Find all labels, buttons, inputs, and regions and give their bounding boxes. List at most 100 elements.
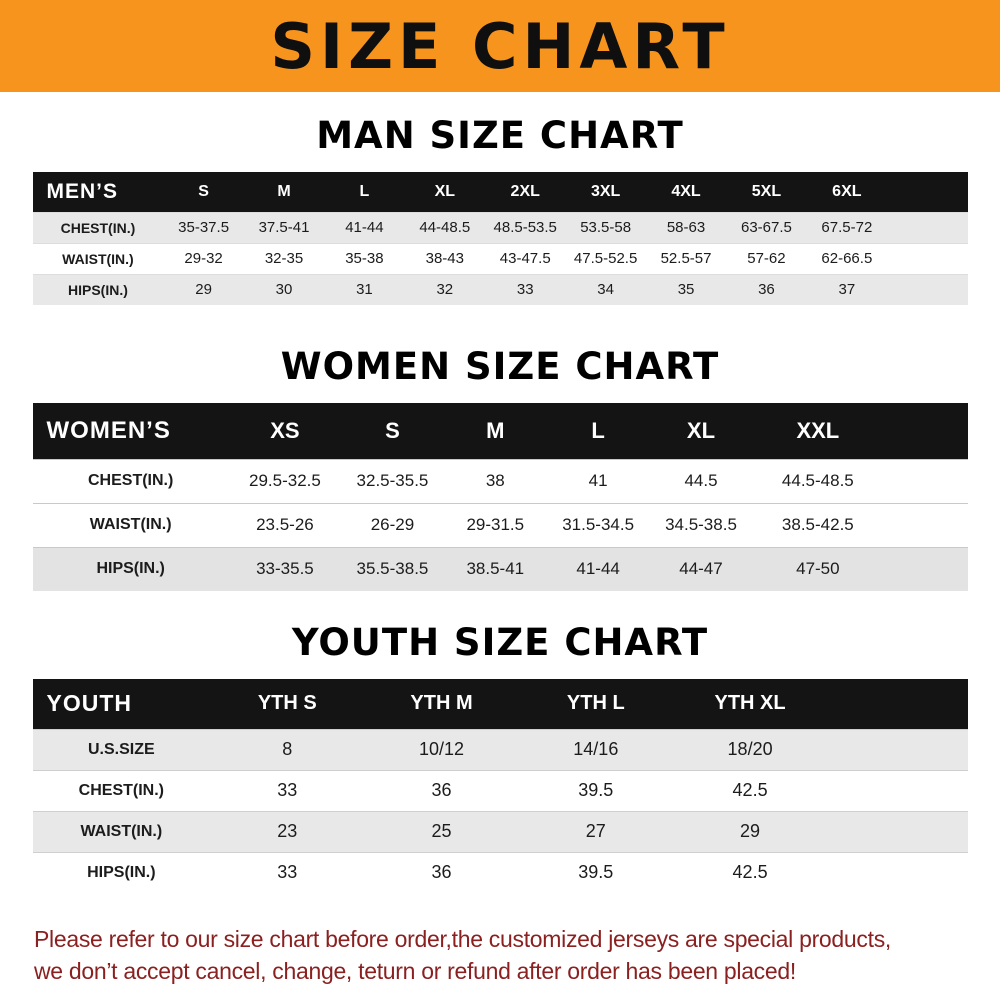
- row-label: WAIST(IN.): [62, 250, 134, 267]
- men-cell-filler: [887, 212, 967, 243]
- youth-cell: 36: [431, 862, 452, 883]
- men-header-cell: 2XL: [510, 182, 540, 200]
- men-size-table: MEN’S S M L XL 2XL 3XL 4XL 5XL 6XL CHEST…: [32, 172, 968, 305]
- men-cell: 47.5-52.5: [573, 250, 638, 267]
- men-header-cell: XL: [434, 182, 456, 200]
- men-cell: 62-66.5: [821, 250, 873, 267]
- women-cell: 26-29: [370, 515, 415, 534]
- banner-title: SIZE CHART: [270, 9, 730, 83]
- men-header-filler: [887, 172, 967, 212]
- women-header-cell: XL: [686, 417, 716, 443]
- women-cell: 34.5-38.5: [665, 515, 737, 534]
- men-cell: 33: [516, 281, 534, 299]
- men-cell: 31: [356, 281, 373, 299]
- women-cell: 47-50: [796, 559, 840, 579]
- men-cell: 30: [275, 281, 293, 299]
- men-cell: 37.5-41: [258, 219, 310, 236]
- youth-cell-filler: [827, 811, 967, 852]
- men-cell: 29: [195, 281, 212, 299]
- women-cell: 35.5-38.5: [356, 559, 429, 579]
- men-row-hips: HIPS(IN.) 29 30 31 32 33 34 35 36 37: [32, 274, 968, 305]
- men-cell: 44-48.5: [419, 219, 471, 236]
- women-cell: 38.5-42.5: [781, 515, 854, 534]
- men-header-cell: 5XL: [751, 182, 782, 200]
- youth-cell: 42.5: [732, 862, 768, 883]
- women-header-cell: L: [591, 417, 605, 443]
- women-cell: 29-31.5: [466, 515, 525, 534]
- youth-cell-filler: [827, 770, 967, 811]
- footer-note-line1: Please refer to our size chart before or…: [34, 926, 891, 952]
- women-cell-filler: [883, 459, 967, 503]
- women-cell: 44.5: [684, 471, 718, 490]
- women-cell: 32.5-35.5: [356, 471, 429, 490]
- men-header-cell: M: [277, 182, 291, 200]
- footer-note: Please refer to our size chart before or…: [34, 923, 1000, 987]
- youth-cell: 25: [431, 821, 452, 841]
- youth-cell: 42.5: [732, 780, 768, 800]
- women-header-cell: XS: [270, 417, 300, 443]
- youth-header-cell: YTH L: [566, 692, 625, 715]
- women-cell: 44.5-48.5: [781, 471, 854, 490]
- row-label: HIPS(IN.): [87, 863, 156, 881]
- men-cell: 36: [758, 281, 775, 299]
- youth-row-ussize: U.S.SIZE 8 10/12 14/16 18/20: [32, 729, 968, 770]
- women-section-title: WOMEN SIZE CHART: [280, 345, 720, 388]
- men-cell: 35-37.5: [178, 219, 230, 236]
- banner: SIZE CHART: [0, 0, 1000, 92]
- youth-header-cell: YTH M: [410, 692, 473, 715]
- men-cell: 53.5-58: [580, 219, 632, 236]
- men-cell: 52.5-57: [660, 250, 712, 267]
- youth-cell: 10/12: [419, 739, 465, 759]
- youth-row-hips: HIPS(IN.) 33 36 39.5 42.5: [32, 852, 968, 893]
- youth-cell-filler: [827, 729, 967, 770]
- youth-header-filler: [827, 679, 967, 729]
- men-cell: 57-62: [747, 250, 786, 267]
- women-table-corner-label: WOMEN’S: [46, 416, 171, 444]
- women-cell: 38: [485, 471, 505, 490]
- youth-cell: 14/16: [573, 739, 619, 759]
- men-cell: 43-47.5: [499, 250, 551, 267]
- youth-cell-filler: [827, 852, 967, 893]
- row-label: HIPS(IN.): [96, 560, 165, 578]
- men-cell: 35-38: [345, 250, 384, 267]
- youth-cell: 29: [740, 821, 761, 841]
- women-cell: 38.5-41: [466, 559, 525, 579]
- youth-cell: 18/20: [727, 739, 773, 759]
- youth-cell: 8: [282, 739, 293, 759]
- women-header-filler: [883, 403, 967, 459]
- row-label: WAIST(IN.): [80, 822, 163, 840]
- row-label: HIPS(IN.): [68, 281, 128, 298]
- youth-cell: 33: [277, 780, 298, 800]
- men-cell: 48.5-53.5: [493, 219, 557, 236]
- men-cell: 67.5-72: [821, 219, 873, 236]
- women-cell: 41-44: [576, 559, 620, 579]
- women-cell: 31.5-34.5: [562, 515, 635, 534]
- women-header-cell: M: [486, 417, 505, 443]
- youth-header-row: YOUTH YTH S YTH M YTH L YTH XL: [32, 679, 968, 729]
- youth-cell: 39.5: [578, 780, 614, 800]
- youth-cell: 23: [277, 821, 298, 841]
- youth-cell: 39.5: [578, 862, 614, 883]
- men-header-cell: 3XL: [590, 182, 621, 200]
- men-header-cell: 4XL: [671, 182, 701, 200]
- women-row-hips: HIPS(IN.) 33-35.5 35.5-38.5 38.5-41 41-4…: [32, 547, 968, 591]
- men-table-corner-label: MEN’S: [46, 179, 119, 203]
- women-cell: 41: [588, 471, 608, 490]
- men-cell: 32: [436, 281, 454, 299]
- women-row-waist: WAIST(IN.) 23.5-26 26-29 29-31.5 31.5-34…: [32, 503, 968, 547]
- men-cell: 41-44: [345, 219, 384, 236]
- women-size-table: WOMEN’S XS S M L XL XXL CHEST(IN.) 29.5-…: [32, 403, 968, 591]
- women-cell: 33-35.5: [256, 559, 314, 579]
- women-cell: 29.5-32.5: [249, 471, 321, 490]
- men-row-waist: WAIST(IN.) 29-32 32-35 35-38 38-43 43-47…: [32, 243, 968, 274]
- youth-table-corner-label: YOUTH: [46, 690, 132, 717]
- men-cell: 35: [677, 281, 695, 299]
- men-header-cell: L: [359, 182, 370, 200]
- men-header-cell: 6XL: [832, 182, 862, 200]
- footer-note-line2: we don’t accept cancel, change, teturn o…: [34, 958, 796, 984]
- men-header-row: MEN’S S M L XL 2XL 3XL 4XL 5XL 6XL: [32, 172, 968, 212]
- row-label: WAIST(IN.): [89, 516, 172, 533]
- men-section-title: MAN SIZE CHART: [316, 114, 684, 157]
- women-cell-filler: [883, 547, 967, 591]
- youth-cell: 36: [431, 780, 452, 800]
